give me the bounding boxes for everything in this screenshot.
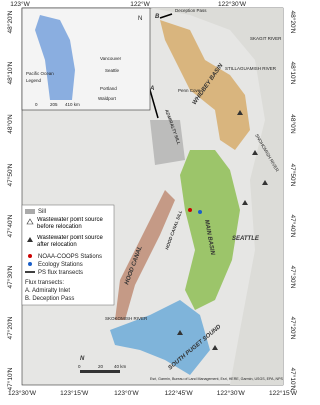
label: STILLAGUAMISH RIVER bbox=[225, 66, 277, 71]
legend-item: Ecology Stations bbox=[38, 262, 83, 268]
axis-label: 47°20'N bbox=[6, 316, 14, 339]
inset-ocean: Pacific Ocean bbox=[26, 71, 54, 76]
inset-north: N bbox=[138, 16, 142, 22]
legend-symbol bbox=[27, 237, 33, 242]
whidbey-basin bbox=[160, 20, 250, 150]
inset-scale: 0 bbox=[35, 102, 38, 107]
axis-label: 47°30'N bbox=[6, 265, 14, 288]
inset-city: Waldport bbox=[98, 96, 117, 101]
axis-label: 123°15'W bbox=[60, 389, 89, 397]
axis-label: 47°10'N bbox=[289, 368, 297, 391]
map: N Vancouver Seattle Portland Waldport Pa… bbox=[6, 0, 298, 397]
scale-label: 40 km bbox=[114, 364, 127, 369]
inset-city: Portland bbox=[100, 86, 117, 91]
legend-item: PS flux transects bbox=[38, 270, 83, 276]
inset-city: Vancouver bbox=[100, 56, 122, 61]
axis-label: 123°30'W bbox=[8, 389, 37, 397]
legend bbox=[21, 204, 115, 306]
legend-swatch bbox=[25, 209, 35, 214]
scale-bar bbox=[80, 370, 120, 373]
axis-label: 48°0'N bbox=[6, 114, 14, 134]
axis-label: 48°0'N bbox=[289, 114, 297, 134]
south-sound bbox=[110, 300, 210, 375]
axis-label: 122°30'W bbox=[217, 389, 246, 397]
axis-label: 47°30'N bbox=[289, 266, 297, 289]
axis-label: 122°15'W bbox=[269, 389, 298, 397]
legend-item: Wastewater point source after relocation bbox=[37, 235, 103, 248]
inset-scale: 410 km bbox=[65, 102, 80, 107]
axis-label: 48°10'N bbox=[6, 61, 14, 84]
legend-symbol bbox=[28, 262, 32, 266]
axis-label: 123°W bbox=[10, 0, 30, 8]
inset-city: Seattle bbox=[105, 68, 120, 73]
hood-canal bbox=[115, 190, 175, 320]
axis-label: 47°20'N bbox=[289, 317, 297, 340]
inset-legend: Legend bbox=[26, 78, 42, 83]
scale-label: 0 bbox=[78, 364, 81, 369]
axis-label: 123°0'W bbox=[114, 389, 139, 397]
inset-scale: 205 bbox=[50, 102, 58, 107]
label: SKOKOMISH RIVER bbox=[105, 316, 148, 321]
legend-item: Wastewater point source before relocatio… bbox=[37, 217, 103, 230]
label: A bbox=[149, 86, 154, 92]
label: SEATTLE bbox=[232, 236, 260, 242]
legend-flux: A. Admiralty Inlet bbox=[25, 288, 70, 294]
north-arrow: N bbox=[80, 356, 85, 362]
attribution: Esri, Garmin, Bureau of Land Management,… bbox=[150, 377, 284, 381]
label: Penn Cove bbox=[178, 88, 201, 93]
axis-label: 122°30'W bbox=[218, 0, 247, 8]
label: B bbox=[155, 14, 160, 20]
axis-label: 47°40'N bbox=[289, 215, 297, 238]
legend-flux: B. Deception Pass bbox=[25, 296, 74, 302]
legend-symbol bbox=[26, 218, 34, 225]
land-east bbox=[150, 8, 283, 385]
legend-item: NOAA-COOPS Stations bbox=[38, 254, 102, 260]
axis-label: 47°40'N bbox=[6, 214, 14, 237]
legend-item: Sill bbox=[38, 209, 46, 215]
legend-symbol bbox=[28, 254, 32, 258]
label: Deception Pass bbox=[175, 8, 207, 13]
flux-transect bbox=[159, 13, 173, 19]
sill bbox=[150, 120, 185, 165]
axis-label: 48°20'N bbox=[289, 11, 297, 34]
legend-flux: Flux transects: bbox=[25, 280, 64, 286]
axis-label: 48°20'N bbox=[6, 10, 14, 33]
axis-label: 48°10'N bbox=[289, 62, 297, 85]
label: SKAGIT RIVER bbox=[250, 36, 282, 41]
axis-label: 122°W bbox=[130, 0, 150, 8]
scale-label: 20 bbox=[98, 364, 104, 369]
flux-transect bbox=[149, 89, 159, 119]
axis-label: 122°45'W bbox=[165, 389, 194, 397]
axis-label: 47°10'N bbox=[6, 367, 14, 390]
axis-label: 47°50'N bbox=[289, 164, 297, 187]
inset-region bbox=[35, 15, 75, 100]
axis-label: 47°50'N bbox=[6, 163, 14, 186]
main-basin bbox=[180, 150, 240, 310]
